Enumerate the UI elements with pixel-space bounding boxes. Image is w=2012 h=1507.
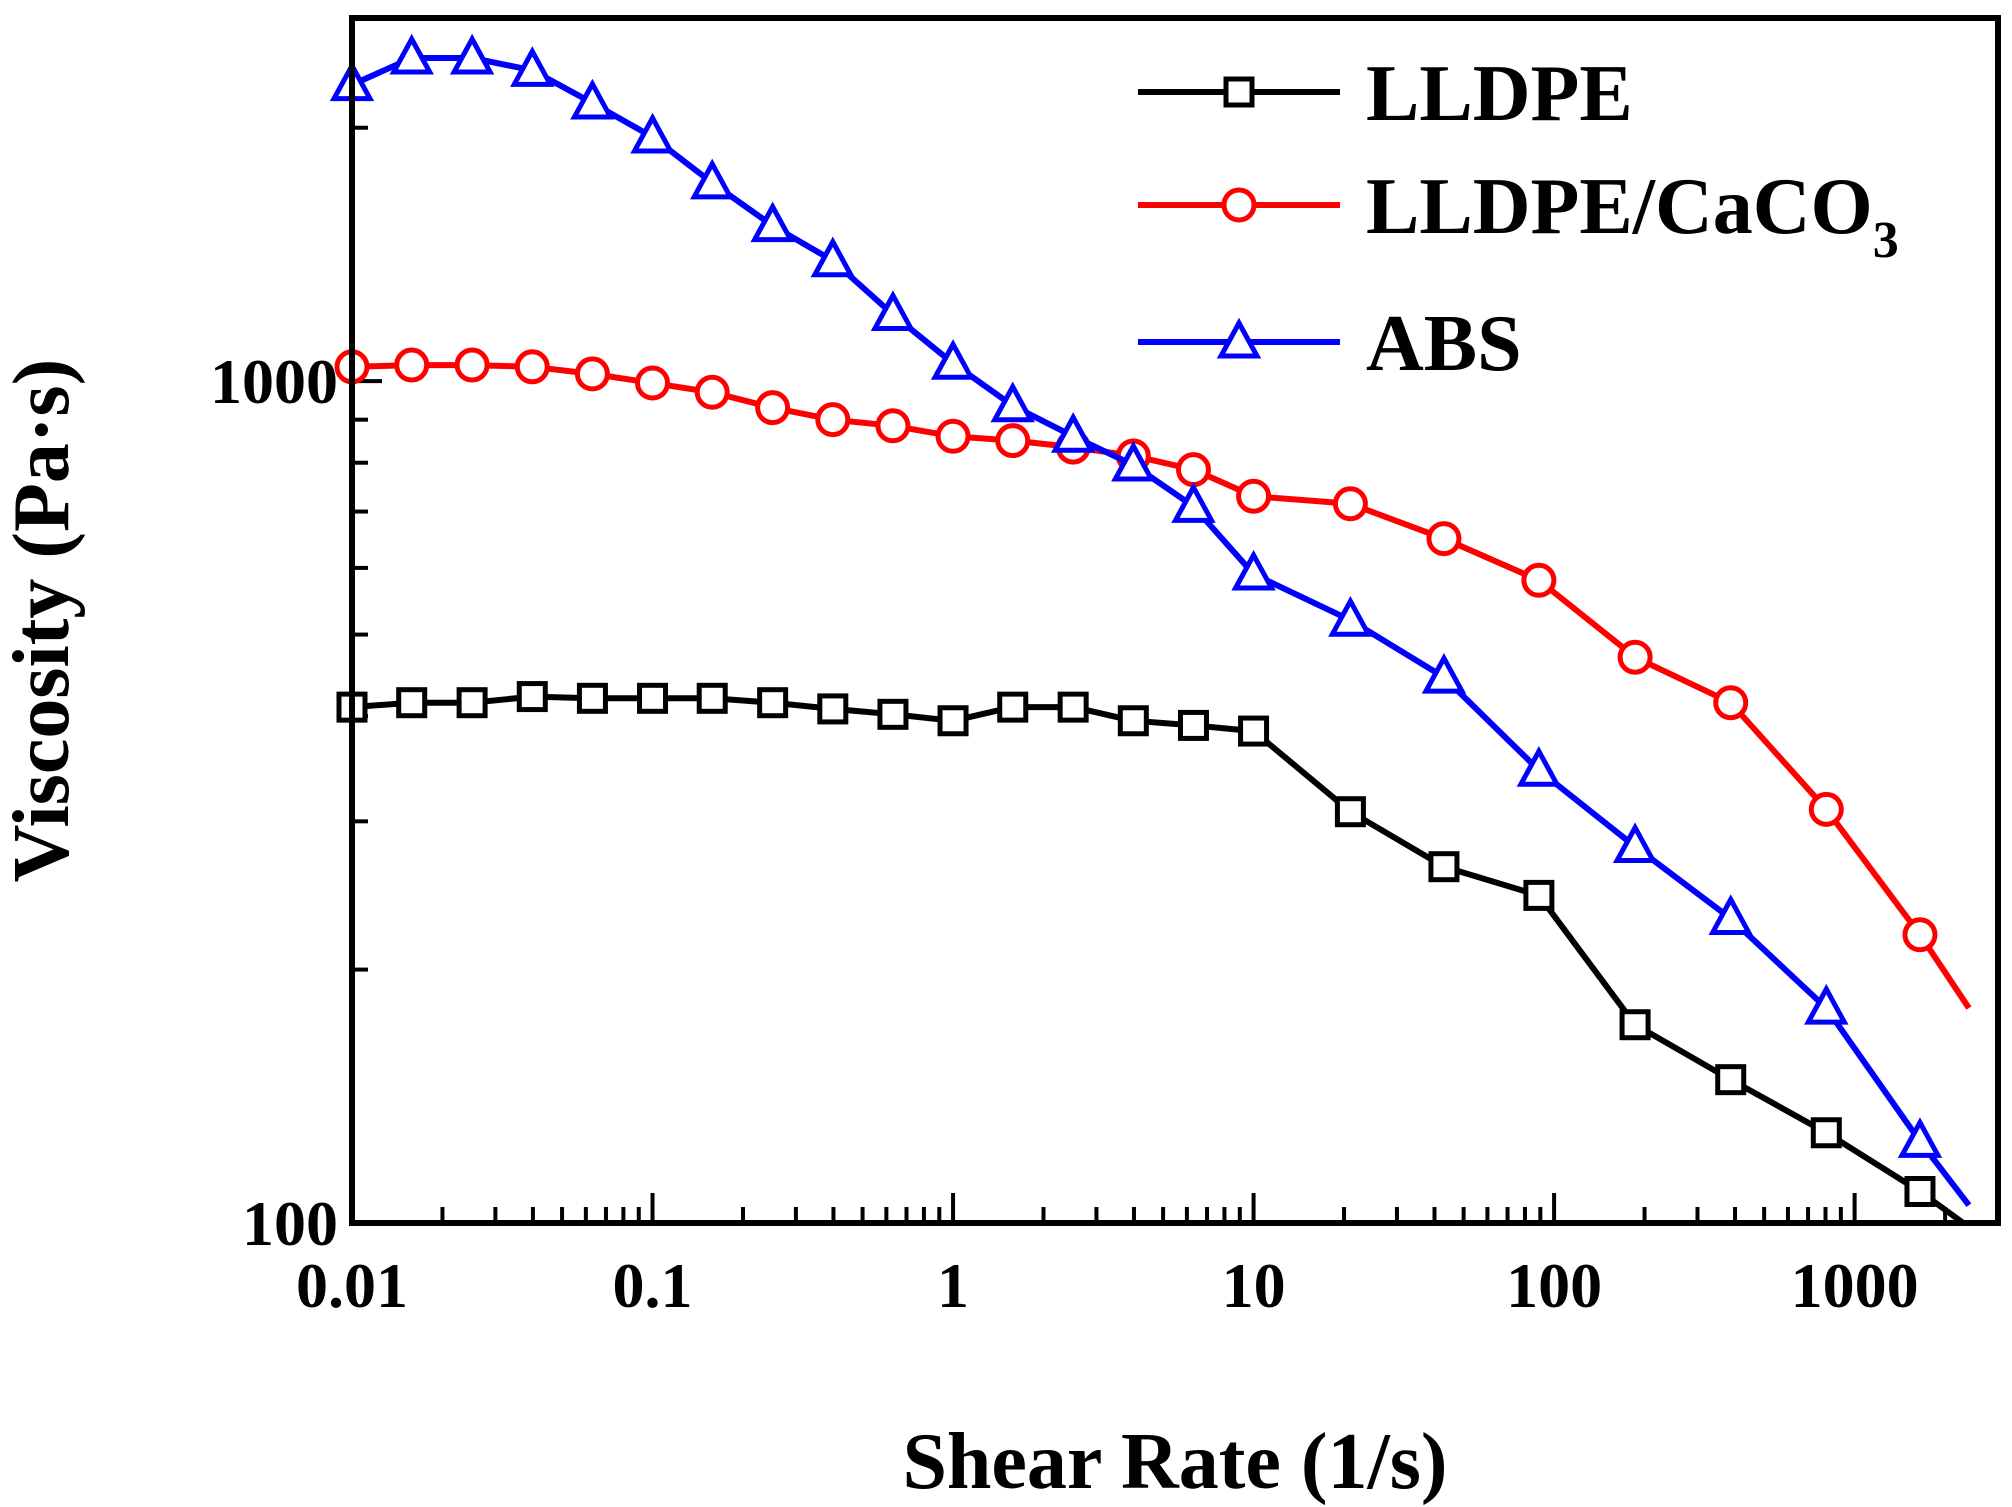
data-point-abs [690,158,735,200]
data-point-abs [570,78,615,120]
data-point-lldpe-caco3 [935,418,971,454]
data-point-abs [1171,482,1216,523]
data-point-lldpe [1715,1064,1747,1096]
series-abs [329,33,1972,1208]
data-point-lldpe [937,705,969,737]
legend-label-abs: ABS [1366,300,1522,388]
data-point-abs [1050,412,1096,453]
data-point-abs [1111,440,1156,482]
data-point-lldpe-caco3 [1236,478,1272,514]
data-point-abs [630,112,675,154]
data-point-lldpe-caco3 [1617,639,1653,675]
data-point-abs [930,339,976,380]
legend-label-lldpe-caco3: LLDPE/CaCO3 [1366,163,1899,269]
legend-marker-abs [1216,317,1262,359]
y-tick-label: 1000 [210,346,338,417]
x-axis-title: Shear Rate (1/s) [902,1418,1447,1506]
data-point-lldpe-caco3 [1175,452,1211,488]
data-point-lldpe [997,691,1029,723]
data-point-lldpe [456,687,488,719]
data-point-lldpe-caco3 [875,408,911,444]
data-point-lldpe-caco3 [1713,685,1749,721]
data-point-abs [389,33,434,75]
data-point-abs [1897,1117,1943,1158]
data-point-abs [1231,549,1276,591]
legend: LLDPE LLDPE/CaCO3 ABS [1138,50,1899,388]
data-point-abs [510,46,555,87]
data-point-lldpe-caco3 [995,423,1031,459]
plot-frame [349,15,2001,1226]
tick-labels: 0.01 0.1 1 10 100 1000 100 1000 [210,346,1919,1321]
legend-marker-lldpe-caco3 [1221,187,1257,223]
data-point-lldpe [1334,796,1366,828]
data-point-lldpe [696,682,728,714]
data-point-lldpe-caco3 [454,347,490,383]
data-point-lldpe [1177,709,1209,741]
data-point-lldpe-caco3 [755,390,791,426]
data-point-lldpe [817,693,849,725]
legend-item-abs: ABS [1138,300,1522,388]
y-axis-title: Viscosity (Pa·s) [0,359,86,883]
data-point-lldpe-caco3 [514,349,550,385]
data-point-abs [1328,596,1373,637]
x-tick-label: 0.01 [296,1250,408,1321]
data-point-lldpe [396,687,428,719]
legend-item-lldpe: LLDPE [1138,50,1633,138]
axis-ticks [350,125,2000,1225]
y-tick-label: 100 [242,1188,338,1259]
data-point-lldpe [1428,851,1460,883]
data-point-abs [1516,746,1562,787]
data-point-lldpe-caco3 [694,374,730,410]
data-point-lldpe-caco3 [574,356,610,392]
series-lldpe [336,681,1966,1226]
data-point-lldpe [1057,691,1089,723]
data-point-lldpe [516,681,548,713]
data-point-lldpe [1619,1009,1651,1041]
data-point-lldpe-caco3 [394,347,430,383]
data-point-lldpe-caco3 [1426,521,1462,557]
data-point-lldpe [877,698,909,730]
data-point-lldpe-caco3 [635,365,671,401]
legend-label-subscript: 3 [1873,212,1899,269]
x-tick-label: 100 [1506,1250,1602,1321]
data-point-lldpe-caco3 [1332,486,1368,522]
data-point-lldpe [757,687,789,719]
legend-label-lldpe: LLDPE [1366,50,1633,138]
data-point-lldpe-caco3 [1521,562,1557,598]
data-point-abs [1421,652,1467,694]
data-point-abs [1612,822,1658,864]
data-point-abs [870,290,916,331]
x-tick-label: 1000 [1791,1250,1919,1321]
series-line-lldpe [351,693,1966,1226]
legend-marker-lldpe [1223,76,1255,108]
data-point-lldpe-caco3 [1902,917,1938,953]
data-point-abs [750,201,795,243]
x-tick-label: 10 [1222,1250,1286,1321]
plot-series [329,33,1972,1226]
data-point-abs [1708,894,1753,935]
data-point-abs [449,33,495,75]
data-point-lldpe-caco3 [815,402,851,438]
legend-label-text: ABS [1366,300,1522,388]
legend-label-text: LLDPE [1366,50,1633,138]
data-point-lldpe [1117,705,1149,737]
data-point-lldpe [576,682,608,714]
legend-label-text: LLDPE/CaCO [1366,163,1873,251]
data-point-lldpe [1238,715,1270,747]
data-point-lldpe [1523,879,1555,911]
data-point-abs [1804,983,1849,1025]
legend-item-lldpe-caco3: LLDPE/CaCO3 [1138,163,1899,269]
data-point-lldpe [637,682,669,714]
data-point-lldpe-caco3 [1808,791,1844,827]
data-point-abs [990,381,1035,423]
data-point-lldpe [1904,1175,1936,1207]
data-point-abs [810,236,856,278]
data-point-lldpe [1810,1117,1842,1149]
x-tick-label: 1 [937,1250,969,1321]
x-tick-label: 0.1 [613,1250,693,1321]
